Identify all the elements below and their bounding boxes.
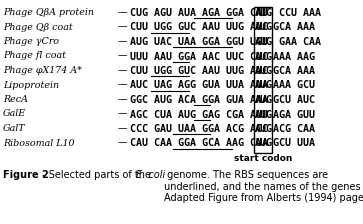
Text: AUG: AUG: [255, 66, 273, 76]
Text: —: —: [118, 66, 127, 75]
Text: AUG: AUG: [255, 52, 273, 62]
Text: —: —: [118, 52, 127, 60]
Text: CCC GAU UAA GGA ACG ACC: CCC GAU UAA GGA ACG ACC: [130, 124, 268, 134]
Text: RecA: RecA: [3, 95, 28, 104]
Text: AUG: AUG: [255, 8, 273, 18]
Text: CUU UGG GUC AAU UUG AUC: CUU UGG GUC AAU UUG AUC: [130, 66, 268, 76]
Text: —: —: [118, 80, 127, 90]
Text: AUG: AUG: [255, 138, 273, 149]
Text: AUG UAC UAA GGA GGU UGU: AUG UAC UAA GGA GGU UGU: [130, 37, 268, 47]
Text: AUG: AUG: [255, 37, 273, 47]
Text: CCU AAA: CCU AAA: [273, 8, 321, 18]
Text: AUG: AUG: [255, 22, 273, 32]
Text: Ribosomal L10: Ribosomal L10: [3, 138, 74, 147]
Text: GCU UUA: GCU UUA: [273, 138, 315, 149]
Text: GCU AUC: GCU AUC: [273, 95, 315, 105]
Text: Phage φX174 A*: Phage φX174 A*: [3, 66, 82, 75]
Text: Figure 2: Figure 2: [3, 170, 49, 180]
Text: Phage fl coat: Phage fl coat: [3, 52, 66, 60]
Text: GCA AAA: GCA AAA: [273, 66, 315, 76]
Text: AUG: AUG: [255, 124, 273, 134]
Text: UUU AAU GGA AAC UUC CUC: UUU AAU GGA AAC UUC CUC: [130, 52, 268, 62]
Text: AUG: AUG: [255, 95, 273, 105]
Text: GalE: GalE: [3, 110, 26, 118]
Text: —: —: [118, 22, 127, 32]
Text: ACG CAA: ACG CAA: [273, 124, 315, 134]
Text: - Selected parts of the: - Selected parts of the: [39, 170, 154, 180]
Text: AUG: AUG: [255, 80, 273, 90]
Text: CUG AGU AUA AGA GGA CAU: CUG AGU AUA AGA GGA CAU: [130, 8, 274, 18]
Text: AUC UAG AGG GUA UUA AUA: AUC UAG AGG GUA UUA AUA: [130, 80, 268, 90]
Text: AAA AAG: AAA AAG: [273, 52, 315, 62]
Text: —: —: [118, 37, 127, 46]
Text: —: —: [118, 124, 127, 133]
Text: AGA GUU: AGA GUU: [273, 110, 315, 119]
Text: AUG: AUG: [255, 110, 273, 119]
Text: GalT: GalT: [3, 124, 26, 133]
Text: Lipoprotein: Lipoprotein: [3, 80, 59, 90]
Text: Phage Qβ coat: Phage Qβ coat: [3, 22, 73, 32]
Text: GGC AUG ACA GGA GUA AAA: GGC AUG ACA GGA GUA AAA: [130, 95, 268, 105]
Text: GAA CAA: GAA CAA: [273, 37, 321, 47]
Text: —: —: [118, 8, 127, 17]
Text: Phage QβA protein: Phage QβA protein: [3, 8, 94, 17]
Text: CAU CAA GGA GCA AAG CUA: CAU CAA GGA GCA AAG CUA: [130, 138, 268, 149]
Text: CUU UGG GUC AAU UUG AUC: CUU UGG GUC AAU UUG AUC: [130, 22, 268, 32]
Bar: [254, 7, 272, 153]
Text: genome. The RBS sequences are
underlined, and the names of the genes they corres: genome. The RBS sequences are underlined…: [164, 170, 363, 203]
Text: —: —: [118, 110, 127, 118]
Text: AAA GCU: AAA GCU: [273, 80, 315, 90]
Text: —: —: [118, 95, 127, 104]
Text: —: —: [118, 138, 127, 147]
Text: AGC CUA AUG GAG CGA AUU: AGC CUA AUG GAG CGA AUU: [130, 110, 268, 119]
Text: Phage γCro: Phage γCro: [3, 37, 59, 46]
Text: start codon: start codon: [234, 154, 292, 163]
Text: E. coli: E. coli: [136, 170, 166, 180]
Text: GCA AAA: GCA AAA: [273, 22, 315, 32]
